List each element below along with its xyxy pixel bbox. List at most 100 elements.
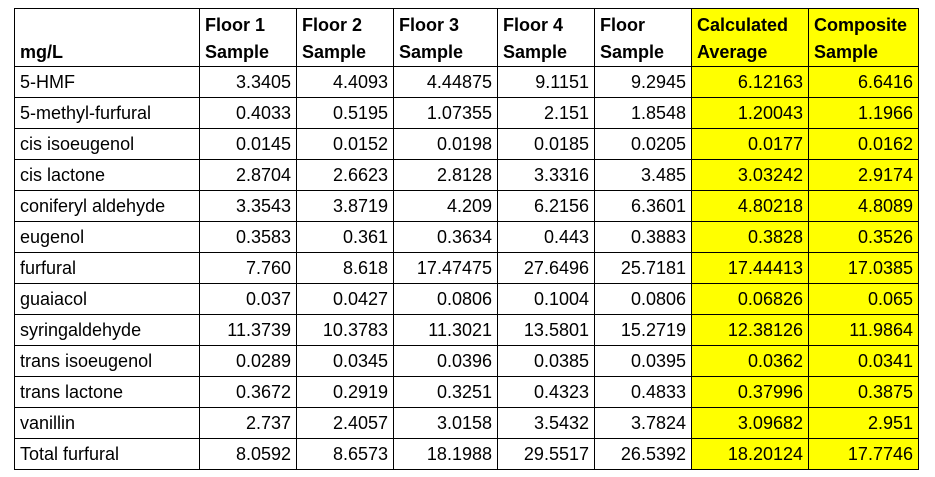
table-cell: 0.3828 bbox=[691, 221, 809, 253]
table-cell: 25.7181 bbox=[594, 252, 692, 284]
table-cell: 3.09682 bbox=[691, 407, 809, 439]
table-cell: 2.8704 bbox=[199, 159, 297, 191]
table-cell: 0.0427 bbox=[296, 283, 394, 315]
table-row: coniferyl aldehyde 3.3543 3.8719 4.209 6.215… bbox=[14, 190, 919, 222]
table-cell: 8.0592 bbox=[199, 438, 297, 470]
table-cell: 2.737 bbox=[199, 407, 297, 439]
row-label: eugenol bbox=[14, 221, 200, 253]
table-row: 5-methyl-furfural 0.4033 0.5195 1.07355 2.15… bbox=[14, 97, 919, 129]
column-header-floor-4: Floor 4 Sample bbox=[497, 8, 595, 67]
table-cell: 6.3601 bbox=[594, 190, 692, 222]
table-cell: 4.209 bbox=[393, 190, 498, 222]
table-cell: 0.0198 bbox=[393, 128, 498, 160]
table-cell: 3.8719 bbox=[296, 190, 394, 222]
table-cell: 1.07355 bbox=[393, 97, 498, 129]
column-header-composite-sample: Composite Sample bbox=[808, 8, 919, 67]
table-cell: 0.0345 bbox=[296, 345, 394, 377]
table-cell: 4.44875 bbox=[393, 66, 498, 98]
table-cell: 2.8128 bbox=[393, 159, 498, 191]
table-cell: 3.0158 bbox=[393, 407, 498, 439]
table-row: Total furfural 8.0592 8.6573 18.1988 29.5517… bbox=[14, 438, 919, 470]
table-cell: 17.0385 bbox=[808, 252, 919, 284]
column-header-floor-3: Floor 3 Sample bbox=[393, 8, 498, 67]
column-header-calculated-average: Calculated Average bbox=[691, 8, 809, 67]
table-cell: 6.2156 bbox=[497, 190, 595, 222]
table-cell: 0.2919 bbox=[296, 376, 394, 408]
column-header-line2: Sample bbox=[814, 42, 879, 62]
table-cell: 0.0341 bbox=[808, 345, 919, 377]
column-header-line1: Floor 4 bbox=[503, 15, 564, 35]
table-cell: 11.3739 bbox=[199, 314, 297, 346]
table-cell: 6.6416 bbox=[808, 66, 919, 98]
column-header-line1: Floor bbox=[600, 15, 645, 35]
table-cell: 10.3783 bbox=[296, 314, 394, 346]
row-label: Total furfural bbox=[14, 438, 200, 470]
table-cell: 6.12163 bbox=[691, 66, 809, 98]
table-cell: 0.4833 bbox=[594, 376, 692, 408]
table-cell: 2.4057 bbox=[296, 407, 394, 439]
column-header-floor: Floor Sample bbox=[594, 8, 692, 67]
column-header-line2: Sample bbox=[302, 42, 367, 62]
table-cell: 1.8548 bbox=[594, 97, 692, 129]
table-cell: 0.5195 bbox=[296, 97, 394, 129]
table-cell: 17.7746 bbox=[808, 438, 919, 470]
table-cell: 0.3875 bbox=[808, 376, 919, 408]
table-cell: 18.20124 bbox=[691, 438, 809, 470]
table-row: eugenol 0.3583 0.361 0.3634 0.443 0.3883 0.382… bbox=[14, 221, 919, 253]
row-label: guaiacol bbox=[14, 283, 200, 315]
table-cell: 0.4033 bbox=[199, 97, 297, 129]
table-cell: 3.3543 bbox=[199, 190, 297, 222]
column-header-line2: Sample bbox=[600, 42, 665, 62]
row-label: syringaldehyde bbox=[14, 314, 200, 346]
table-row: guaiacol 0.037 0.0427 0.0806 0.1004 0.0806 0.0… bbox=[14, 283, 919, 315]
column-header-line2: Average bbox=[697, 42, 768, 62]
table-cell: 0.37996 bbox=[691, 376, 809, 408]
table-body: 5-HMF 3.3405 4.4093 4.44875 9.1151 9.2945 6.12… bbox=[14, 66, 919, 470]
table-cell: 0.0152 bbox=[296, 128, 394, 160]
table-cell: 9.2945 bbox=[594, 66, 692, 98]
table-cell: 2.6623 bbox=[296, 159, 394, 191]
table-cell: 1.1966 bbox=[808, 97, 919, 129]
table-row: cis lactone 2.8704 2.6623 2.8128 3.3316 3.485… bbox=[14, 159, 919, 191]
table-cell: 27.6496 bbox=[497, 252, 595, 284]
table-cell: 0.3251 bbox=[393, 376, 498, 408]
table-cell: 0.1004 bbox=[497, 283, 595, 315]
table-cell: 0.065 bbox=[808, 283, 919, 315]
table-cell: 15.2719 bbox=[594, 314, 692, 346]
table-cell: 0.0185 bbox=[497, 128, 595, 160]
table-cell: 0.3583 bbox=[199, 221, 297, 253]
table-cell: 26.5392 bbox=[594, 438, 692, 470]
table-cell: 0.3634 bbox=[393, 221, 498, 253]
table-cell: 0.3526 bbox=[808, 221, 919, 253]
table-cell: 0.443 bbox=[497, 221, 595, 253]
table-cell: 1.20043 bbox=[691, 97, 809, 129]
table-cell: 0.06826 bbox=[691, 283, 809, 315]
column-header-line1: Floor 1 bbox=[205, 15, 266, 35]
column-header-line2: Sample bbox=[205, 42, 270, 62]
row-label: trans isoeugenol bbox=[14, 345, 200, 377]
table-cell: 29.5517 bbox=[497, 438, 595, 470]
column-header-line1: Composite bbox=[814, 15, 908, 35]
column-header-line1: Floor 2 bbox=[302, 15, 363, 35]
data-table: mg/L Floor 1 Sample Floor 2 Sample Floor 3… bbox=[14, 8, 919, 470]
column-header-line1: Calculated bbox=[697, 15, 789, 35]
table-cell: 11.3021 bbox=[393, 314, 498, 346]
table-cell: 3.3405 bbox=[199, 66, 297, 98]
column-header-line2: Sample bbox=[503, 42, 568, 62]
table-cell: 0.4323 bbox=[497, 376, 595, 408]
table-cell: 3.3316 bbox=[497, 159, 595, 191]
column-header-line1: Floor 3 bbox=[399, 15, 460, 35]
table-cell: 17.44413 bbox=[691, 252, 809, 284]
table-row: trans isoeugenol 0.0289 0.0345 0.0396 0.0385… bbox=[14, 345, 919, 377]
row-label: 5-HMF bbox=[14, 66, 200, 98]
table-cell: 0.0395 bbox=[594, 345, 692, 377]
table-cell: 4.4093 bbox=[296, 66, 394, 98]
table-cell: 8.6573 bbox=[296, 438, 394, 470]
row-label: vanillin bbox=[14, 407, 200, 439]
column-header-floor-1: Floor 1 Sample bbox=[199, 8, 297, 67]
table-cell: 0.0145 bbox=[199, 128, 297, 160]
table-cell: 11.9864 bbox=[808, 314, 919, 346]
table-cell: 0.0162 bbox=[808, 128, 919, 160]
table-cell: 7.760 bbox=[199, 252, 297, 284]
table-cell: 9.1151 bbox=[497, 66, 595, 98]
